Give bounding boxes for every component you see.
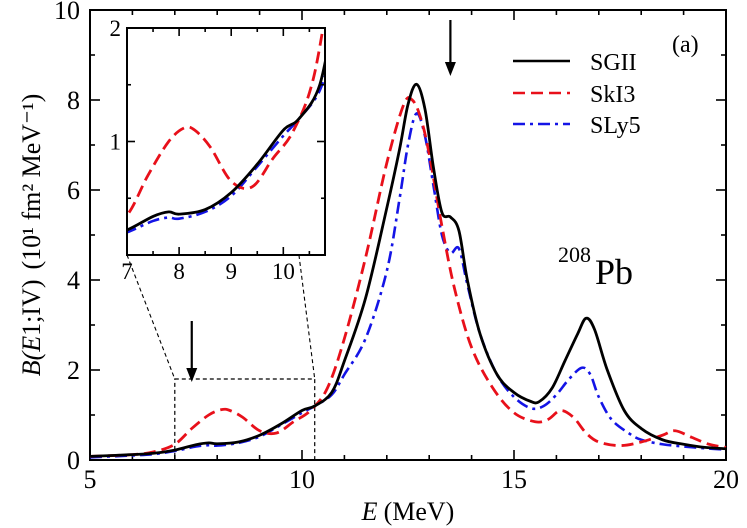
zoom-box [174, 378, 316, 461]
arrow-head [186, 368, 198, 382]
y-tick-label: 0 [67, 446, 80, 475]
legend-label-sly5: SLy5 [590, 113, 641, 139]
main-axis-ticks: 5 10 15 20 0 2 4 6 8 10 [54, 0, 739, 494]
nucleus-annotation: 208 Pb [558, 242, 633, 292]
y-tick-label: 2 [67, 356, 80, 385]
main-series-group [89, 82, 727, 459]
inset-series-group [127, 28, 325, 234]
legend-label-ski3: SkI3 [590, 82, 635, 108]
inset-series-clipped [127, 28, 325, 234]
x-axis-label: E (MeV) [361, 497, 455, 526]
legend-label-sgii: SGII [590, 50, 637, 76]
series-line-ski3 [89, 96, 727, 458]
y-tick-label: 8 [67, 86, 80, 115]
inset-x-tick-label: 8 [173, 259, 185, 284]
arrow-head [444, 62, 456, 76]
y-tick-label: 4 [67, 266, 80, 295]
arrows-group [186, 20, 456, 382]
inset-axis-ticks: 7 8 9 10 1 2 [110, 16, 325, 284]
panel-label: (a) [672, 32, 699, 58]
x-tick-label: 5 [84, 465, 97, 494]
inset-background [127, 28, 325, 255]
inset-x-tick-label: 9 [225, 259, 237, 284]
zoom-guide-left [126, 254, 176, 380]
x-tick-label: 20 [713, 465, 739, 494]
nucleus-mass-number: 208 [558, 242, 591, 267]
x-tick-label: 15 [501, 465, 527, 494]
inset-y-tick-label: 1 [110, 130, 122, 155]
main-plot: 5 10 15 20 0 2 4 6 8 10 [54, 0, 739, 494]
zoom-guide-right [298, 254, 316, 380]
inset-series-line-sly5 [127, 71, 325, 234]
inset-x-tick-label: 7 [121, 259, 133, 284]
y-axis-label: B(E1;IV)(10¹ fm² MeV⁻¹) [17, 94, 46, 377]
x-tick-label: 10 [289, 465, 315, 494]
y-tick-label: 10 [54, 0, 80, 25]
inset-series-line-sgii [127, 56, 325, 232]
inset-zoom-region [126, 254, 316, 461]
inset-series-line-ski3 [127, 28, 325, 218]
inset-y-tick-label: 2 [110, 16, 122, 41]
legend: (a) SGII SkI3 SLy5 [513, 32, 699, 139]
series-line-sgii [89, 82, 727, 458]
inset-plot: 7 8 9 10 1 2 [110, 16, 326, 284]
inset-x-tick-label: 10 [272, 259, 295, 284]
y-tick-label: 6 [67, 176, 80, 205]
nucleus-symbol: Pb [595, 252, 633, 292]
